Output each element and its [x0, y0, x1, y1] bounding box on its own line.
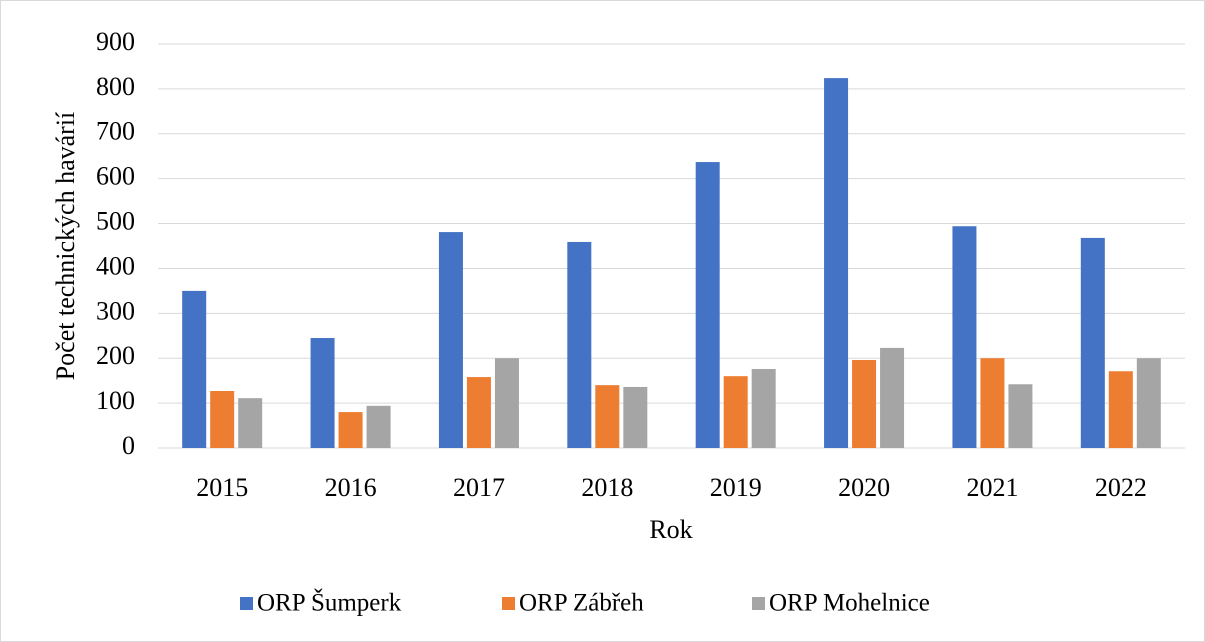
legend-label: ORP Šumperk: [257, 588, 402, 617]
y-tick-label: 700: [96, 117, 135, 146]
bar: [623, 386, 648, 448]
bar: [1108, 371, 1133, 448]
x-tick-label: 2022: [1095, 473, 1147, 502]
bar: [182, 290, 207, 448]
bar: [310, 338, 335, 448]
bar: [824, 78, 849, 449]
x-tick-label: 2017: [453, 473, 505, 502]
legend-label: ORP Zábřeh: [519, 590, 644, 617]
bar: [567, 241, 592, 448]
legend-label: ORP Mohelnice: [769, 590, 930, 617]
legend-swatch: [502, 597, 515, 610]
y-tick-label: 300: [96, 296, 135, 325]
bar: [595, 385, 620, 448]
y-tick-label: 400: [96, 251, 135, 280]
bar: [695, 162, 720, 448]
x-tick-label: 2018: [581, 473, 633, 502]
x-tick-label: 2019: [710, 473, 762, 502]
y-tick-label: 800: [96, 72, 135, 101]
legend-swatch: [752, 597, 765, 610]
bar: [1136, 358, 1161, 448]
y-tick-label: 900: [96, 27, 135, 56]
bar: [466, 377, 491, 448]
y-tick-label: 100: [96, 386, 135, 415]
y-tick-label: 600: [96, 162, 135, 191]
bar: [880, 347, 905, 448]
bar: [980, 358, 1005, 448]
bar: [494, 358, 519, 448]
bar: [1008, 384, 1033, 448]
bar: [952, 226, 977, 448]
bar: [210, 390, 235, 448]
x-tick-label: 2015: [196, 473, 248, 502]
bar: [723, 376, 748, 448]
bar: [438, 232, 463, 448]
y-tick-label: 500: [96, 207, 135, 236]
bar: [852, 360, 877, 448]
x-tick-label: 2021: [966, 473, 1018, 502]
bar: [751, 368, 776, 448]
y-tick-label: 200: [96, 341, 135, 370]
x-tick-label: 2020: [838, 473, 890, 502]
x-axis-title: Rok: [649, 515, 692, 544]
bar: [1080, 237, 1105, 448]
legend-swatch: [240, 597, 253, 610]
bar: [338, 412, 363, 448]
bar: [238, 398, 263, 448]
x-tick-label: 2016: [325, 473, 377, 502]
y-tick-label: 0: [122, 431, 135, 460]
y-axis-title: Počet technických havárií: [51, 112, 80, 381]
bar: [366, 405, 391, 448]
